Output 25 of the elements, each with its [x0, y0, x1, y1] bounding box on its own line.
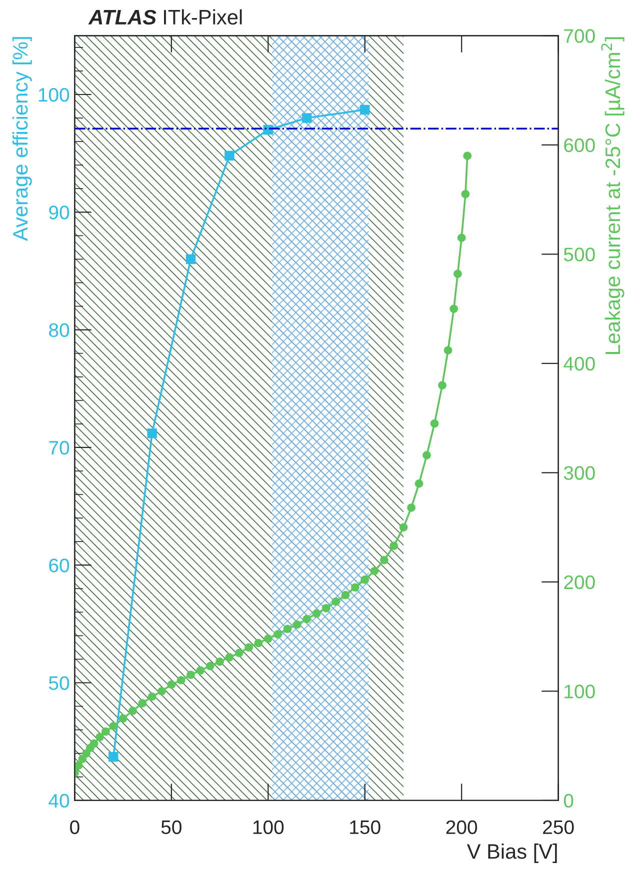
y-tick-label: 40	[48, 794, 70, 808]
y-tick-label: 90	[49, 206, 70, 220]
y-tick-label: 80	[49, 323, 70, 338]
y2-tick-label: 0	[564, 794, 574, 808]
x-tick-label: 50	[161, 820, 182, 834]
y2-tick-label: 400	[564, 356, 595, 371]
x-tick-label: 250	[543, 820, 574, 834]
y2-axis-title: Leakage current at -25°C [µA/cm$^{2}$]	[601, 37, 624, 354]
y-tick-label: 50	[48, 676, 70, 690]
y2-tick-label: 600	[564, 138, 595, 152]
y2-tick-label: 700	[564, 29, 595, 43]
chart-title: ATLAS ITk-Pixel	[88, 9, 242, 25]
y-tick-label: 70	[49, 440, 70, 455]
y2-tick-label: 100	[564, 684, 595, 698]
y2-tick-label: 200	[564, 575, 595, 590]
x-tick-label: 100	[253, 820, 284, 834]
y2-tick-label: 300	[564, 466, 595, 480]
x-tick-label: 200	[446, 820, 478, 834]
y-tick-label: 60	[49, 558, 70, 572]
y-tick-label: 100	[38, 88, 70, 102]
x-axis-title: V Bias [V]	[466, 844, 557, 863]
y-axis-title: Average efficiency [%]	[12, 37, 32, 242]
y2-tick-label: 500	[564, 248, 595, 262]
x-tick-label: 150	[350, 820, 380, 834]
x-tick-label: 0	[70, 820, 80, 834]
